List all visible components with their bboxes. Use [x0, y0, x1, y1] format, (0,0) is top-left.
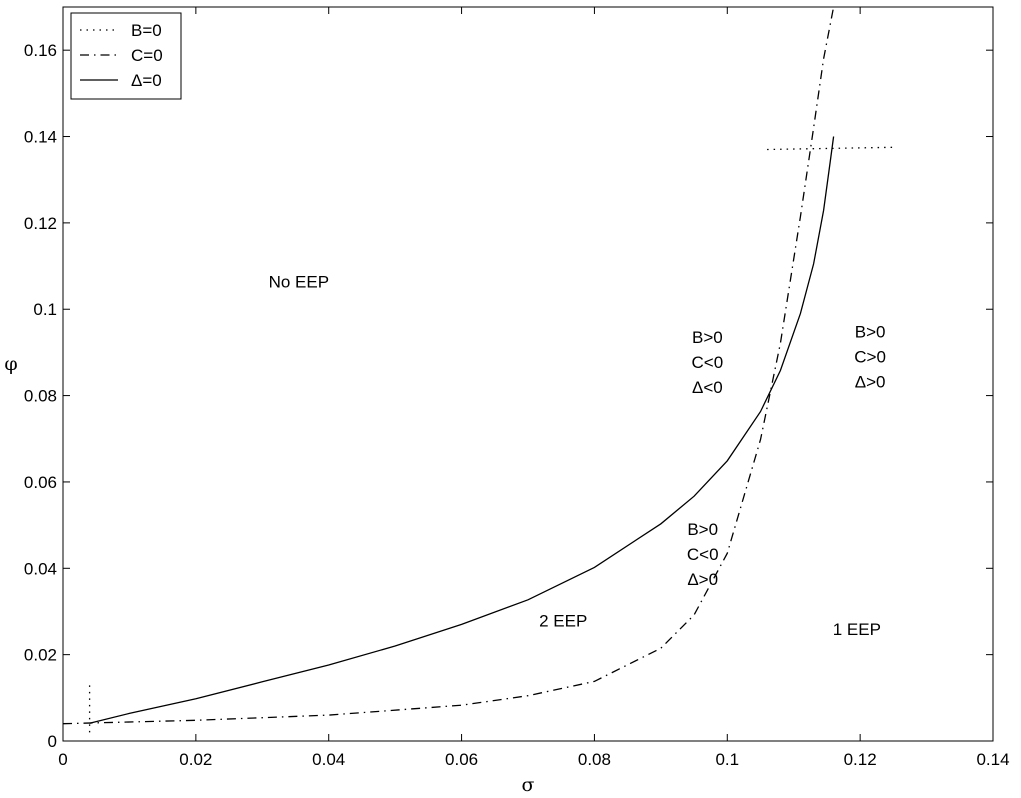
- plot-area: [62, 6, 994, 742]
- y-tick-label-5: 0.1: [33, 300, 57, 319]
- annotation-1-line-2: Δ<0: [692, 378, 723, 397]
- y-tick-label-4: 0.08: [24, 387, 57, 406]
- annotation-4-line-0: 2 EEP: [539, 612, 587, 631]
- legend-label-c0: C=0: [131, 46, 163, 65]
- y-tick-label-8: 0.16: [24, 41, 57, 60]
- y-axis-title: φ: [4, 353, 17, 375]
- annotation-3-line-2: Δ>0: [687, 570, 718, 589]
- axis-ticks: 0 0.02 0.04 0.06 0.08 0.1 0.12 0.14 0 0.02 0.04 0.0…: [24, 7, 1010, 769]
- legend: B=0 C=0 Δ=0: [70, 12, 182, 100]
- annotation-1-line-1: C<0: [692, 353, 724, 372]
- x-tick-label-6: 0.12: [844, 750, 877, 769]
- x-tick-label-4: 0.08: [578, 750, 611, 769]
- y-tick-label-7: 0.14: [24, 128, 57, 147]
- region-annotations: No EEP B>0 C<0 Δ<0 B>0 C>0 Δ>0 B>0 C<0 Δ>0 2 EEP 1 …: [269, 273, 886, 640]
- legend-label-b0: B=0: [131, 21, 162, 40]
- legend-box: [70, 12, 182, 100]
- y-tick-label-3: 0.06: [24, 473, 57, 492]
- curves: [62, 6, 894, 733]
- y-tick-label-2: 0.04: [24, 559, 57, 578]
- annotation-2-line-0: B>0: [855, 322, 886, 341]
- x-tick-label-5: 0.1: [715, 750, 739, 769]
- x-tick-label-3: 0.06: [445, 750, 478, 769]
- x-tick-label-1: 0.02: [179, 750, 212, 769]
- series-0-path-1: [767, 146, 894, 151]
- x-tick-label-7: 0.14: [976, 750, 1009, 769]
- series-2-path-0: [89, 136, 835, 724]
- series-1-path-0: [62, 6, 835, 725]
- annotation-2-line-1: C>0: [854, 347, 886, 366]
- y-tick-label-6: 0.12: [24, 214, 57, 233]
- annotation-5-line-0: 1 EEP: [833, 620, 881, 639]
- annotation-0-line-0: No EEP: [269, 273, 329, 292]
- annotation-1-line-0: B>0: [692, 328, 723, 347]
- x-tick-label-2: 0.04: [312, 750, 345, 769]
- x-axis-title: σ: [522, 774, 535, 796]
- y-tick-label-0: 0: [48, 732, 57, 751]
- y-tick-label-1: 0.02: [24, 646, 57, 665]
- legend-label-delta0: Δ=0: [131, 71, 162, 90]
- annotation-3-line-0: B>0: [687, 520, 718, 539]
- x-tick-label-0: 0: [58, 750, 67, 769]
- annotation-2-line-2: Δ>0: [855, 372, 886, 391]
- annotation-3-line-1: C<0: [687, 545, 719, 564]
